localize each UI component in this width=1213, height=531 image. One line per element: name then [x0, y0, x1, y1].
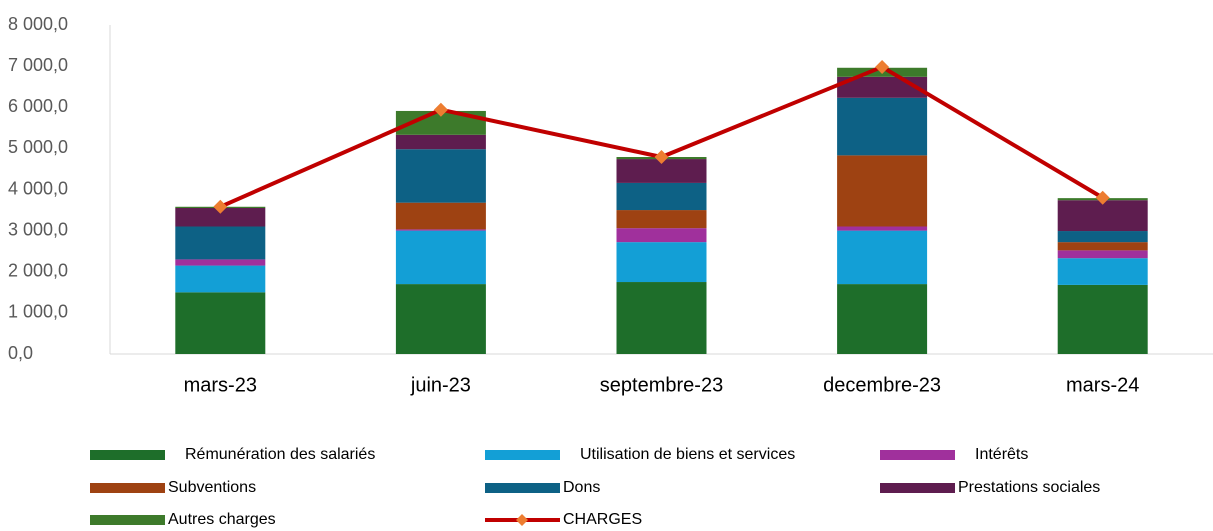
bar-segment	[175, 265, 266, 293]
bar-segment	[175, 226, 266, 260]
legend-swatch	[90, 483, 165, 493]
bar-segment	[395, 149, 486, 203]
bar-segment	[837, 226, 928, 231]
bar-segment	[1057, 200, 1148, 232]
x-tick-label: juin-23	[410, 374, 471, 396]
legend-label: Dons	[563, 479, 600, 496]
bar-segment	[616, 282, 707, 354]
y-tick-label: 7 000,0	[8, 55, 68, 75]
y-tick-label: 0,0	[8, 343, 33, 363]
bar-segment	[837, 97, 928, 156]
bar-segment	[616, 228, 707, 243]
bar-segment	[175, 292, 266, 354]
bar-segment	[616, 242, 707, 283]
legend-swatch	[90, 450, 165, 460]
line-marker	[875, 59, 890, 74]
bar-segment	[837, 155, 928, 227]
bar-segment	[395, 134, 486, 150]
x-tick-label: decembre-23	[823, 374, 941, 396]
bar-segment	[616, 182, 707, 211]
x-tick-label: mars-23	[184, 374, 257, 396]
legend-label: Utilisation de biens et services	[580, 446, 795, 463]
y-tick-label: 5 000,0	[8, 137, 68, 157]
legend-label: Subventions	[168, 479, 256, 496]
legend-label: Intérêts	[975, 446, 1028, 463]
bar-segment	[837, 230, 928, 285]
bar-segment	[395, 229, 486, 231]
y-tick-label: 3 000,0	[8, 219, 68, 239]
bar-segment	[395, 202, 486, 230]
bar-segment	[395, 230, 486, 285]
legend-label: Autres charges	[168, 511, 276, 528]
legend-marker	[516, 514, 528, 526]
line-marker	[433, 102, 448, 117]
y-tick-label: 1 000,0	[8, 302, 68, 322]
legend-label: Prestations sociales	[958, 479, 1100, 496]
legend-swatch	[485, 483, 560, 493]
bar-segment	[1057, 250, 1148, 259]
bar-segment	[1057, 242, 1148, 251]
bar-segment	[395, 110, 486, 135]
legend-label: CHARGES	[563, 511, 642, 528]
bar-segment	[1057, 231, 1148, 243]
bar-segment	[616, 159, 707, 183]
y-tick-label: 6 000,0	[8, 96, 68, 116]
x-tick-label: mars-24	[1066, 374, 1139, 396]
legend-swatch	[880, 450, 955, 460]
bar-segment	[395, 284, 486, 354]
bar-segment	[1057, 284, 1148, 354]
legend-swatch	[485, 450, 560, 460]
x-tick-label: septembre-23	[600, 374, 723, 396]
legend-swatch	[90, 515, 165, 525]
bar-segment	[1057, 258, 1148, 285]
line-marker	[1095, 190, 1110, 205]
bar-segment	[175, 208, 266, 227]
legend-label: Rémunération des salariés	[185, 446, 375, 463]
y-tick-label: 2 000,0	[8, 261, 68, 281]
y-tick-label: 4 000,0	[8, 178, 68, 198]
y-tick-label: 8 000,0	[8, 14, 68, 34]
bar-segment	[837, 284, 928, 354]
bar-segment	[175, 259, 266, 266]
line-marker	[213, 199, 228, 214]
line-marker	[654, 150, 669, 165]
bar-segment	[616, 210, 707, 229]
legend-swatch	[880, 483, 955, 493]
